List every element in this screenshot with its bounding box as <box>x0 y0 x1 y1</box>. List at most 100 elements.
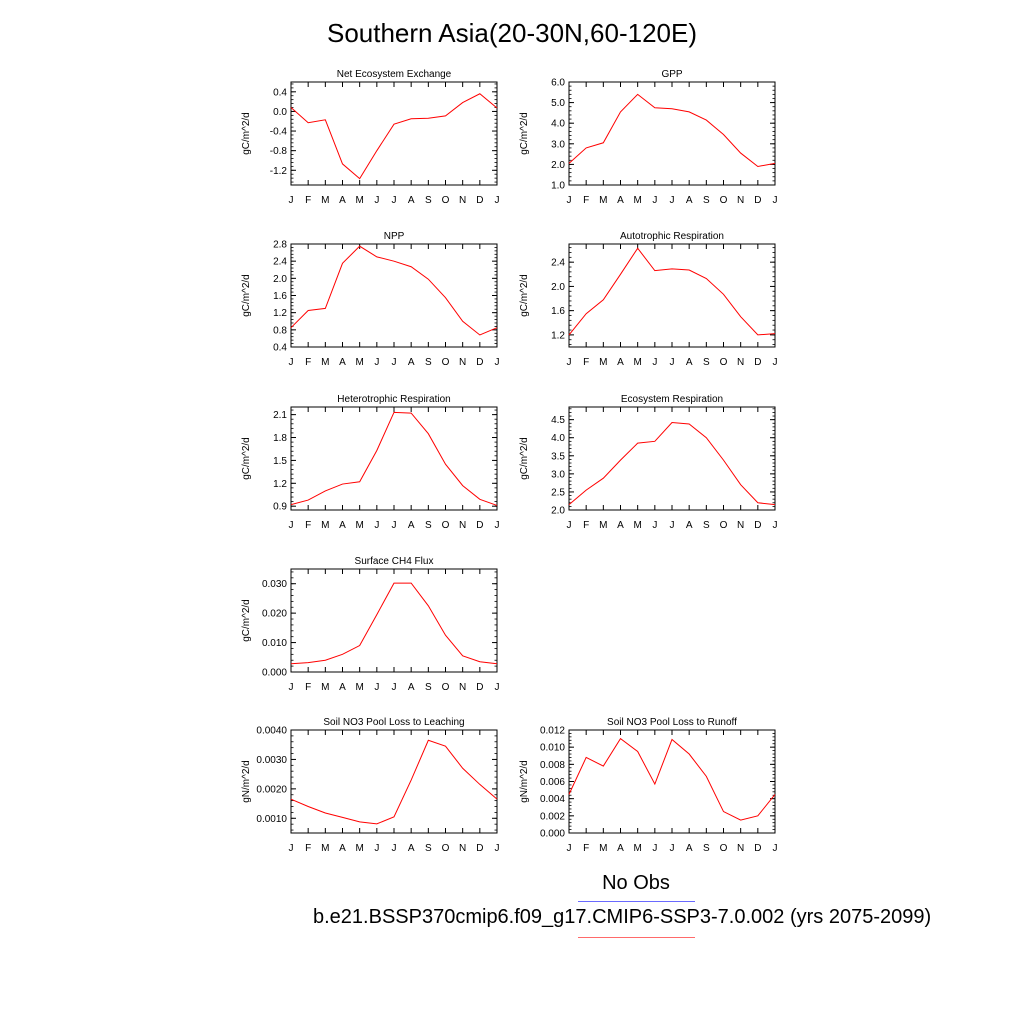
panel-title: NPP <box>384 231 405 242</box>
panel-title: Heterotrophic Respiration <box>337 394 450 405</box>
x-tick-label: M <box>355 195 363 206</box>
y-tick-label: 0.000 <box>262 668 287 679</box>
x-tick-label: D <box>476 682 483 693</box>
x-tick-label: M <box>633 195 641 206</box>
y-axis-label: gC/m^2/d <box>519 112 530 155</box>
y-tick-label: 1.2 <box>273 479 287 490</box>
x-tick-label: J <box>567 520 572 531</box>
x-tick-label: N <box>459 195 466 206</box>
panel-title: Surface CH4 Flux <box>355 556 434 567</box>
y-tick-label: 0.000 <box>540 829 565 840</box>
y-tick-label: 1.6 <box>551 306 565 317</box>
x-tick-label: N <box>737 195 744 206</box>
y-tick-label: 0.4 <box>273 87 287 98</box>
x-tick-label: J <box>392 682 397 693</box>
y-axis-label: gN/m^2/d <box>519 760 530 803</box>
y-tick-label: 2.0 <box>551 282 565 293</box>
y-tick-label: 1.2 <box>273 308 287 319</box>
x-tick-label: D <box>476 843 483 854</box>
x-tick-label: A <box>408 195 415 206</box>
x-tick-label: F <box>583 195 589 206</box>
x-tick-label: N <box>459 843 466 854</box>
plot-frame <box>290 406 498 511</box>
x-tick-label: J <box>392 520 397 531</box>
y-tick-label: 0.004 <box>540 794 565 805</box>
panel-title: Ecosystem Respiration <box>621 394 723 405</box>
y-tick-label: 0.4 <box>273 343 287 354</box>
y-tick-label: 0.020 <box>262 609 287 620</box>
x-tick-label: J <box>495 195 500 206</box>
x-tick-label: J <box>289 357 294 368</box>
x-tick-label: J <box>374 357 379 368</box>
x-tick-label: J <box>495 357 500 368</box>
series-line <box>290 411 498 506</box>
y-tick-label: 0.0040 <box>256 726 287 737</box>
y-tick-label: 2.0 <box>273 274 287 285</box>
legend-no-obs-label: No Obs <box>602 872 670 894</box>
y-axis-label: gN/m^2/d <box>241 760 252 803</box>
x-tick-label: J <box>495 843 500 854</box>
y-tick-label: 2.4 <box>273 257 287 268</box>
x-tick-label: M <box>321 357 329 368</box>
panel-title: Soil NO3 Pool Loss to Leaching <box>323 717 464 728</box>
y-tick-label: 0.0 <box>273 107 287 118</box>
x-tick-label: J <box>773 520 778 531</box>
y-tick-label: 0.006 <box>540 777 565 788</box>
series-line <box>290 93 498 180</box>
x-tick-label: S <box>425 520 432 531</box>
x-tick-label: D <box>754 843 761 854</box>
y-tick-label: 4.0 <box>551 119 565 130</box>
x-tick-label: J <box>567 195 572 206</box>
x-tick-label: M <box>321 195 329 206</box>
x-tick-label: J <box>652 195 657 206</box>
x-tick-label: J <box>289 843 294 854</box>
x-tick-label: J <box>773 843 778 854</box>
x-tick-label: D <box>476 520 483 531</box>
y-tick-label: 6.0 <box>551 78 565 89</box>
y-tick-label: 0.0010 <box>256 814 287 825</box>
x-tick-label: J <box>670 357 675 368</box>
series-line <box>568 93 776 167</box>
x-tick-label: J <box>392 357 397 368</box>
x-tick-label: S <box>703 843 710 854</box>
x-tick-label: A <box>339 195 346 206</box>
x-tick-label: F <box>305 357 311 368</box>
x-tick-label: A <box>339 357 346 368</box>
x-tick-label: A <box>686 357 693 368</box>
x-tick-label: M <box>633 843 641 854</box>
x-tick-label: J <box>652 843 657 854</box>
y-tick-label: -0.8 <box>270 146 288 157</box>
y-tick-label: 4.5 <box>551 415 565 426</box>
x-tick-label: N <box>459 357 466 368</box>
x-tick-label: O <box>720 843 728 854</box>
y-axis-label: gC/m^2/d <box>519 274 530 317</box>
y-tick-label: 0.002 <box>540 811 565 822</box>
y-tick-label: 3.5 <box>551 451 565 462</box>
x-tick-label: A <box>408 682 415 693</box>
series-line <box>568 737 776 821</box>
y-axis-label: gC/m^2/d <box>241 599 252 642</box>
x-tick-label: M <box>599 843 607 854</box>
x-tick-label: J <box>289 520 294 531</box>
x-tick-label: N <box>737 520 744 531</box>
x-tick-label: S <box>425 357 432 368</box>
panel-title: Soil NO3 Pool Loss to Runoff <box>607 717 737 728</box>
x-tick-label: J <box>567 357 572 368</box>
y-tick-label: -1.2 <box>270 166 288 177</box>
y-tick-label: 1.8 <box>273 433 287 444</box>
x-tick-label: D <box>476 357 483 368</box>
panel-title: GPP <box>661 69 682 80</box>
y-tick-label: -0.4 <box>270 127 288 138</box>
x-tick-label: N <box>459 682 466 693</box>
y-tick-label: 0.0030 <box>256 755 287 766</box>
y-tick-label: 0.012 <box>540 726 565 737</box>
x-tick-label: O <box>720 195 728 206</box>
x-tick-label: F <box>305 520 311 531</box>
y-axis-label: gC/m^2/d <box>241 437 252 480</box>
